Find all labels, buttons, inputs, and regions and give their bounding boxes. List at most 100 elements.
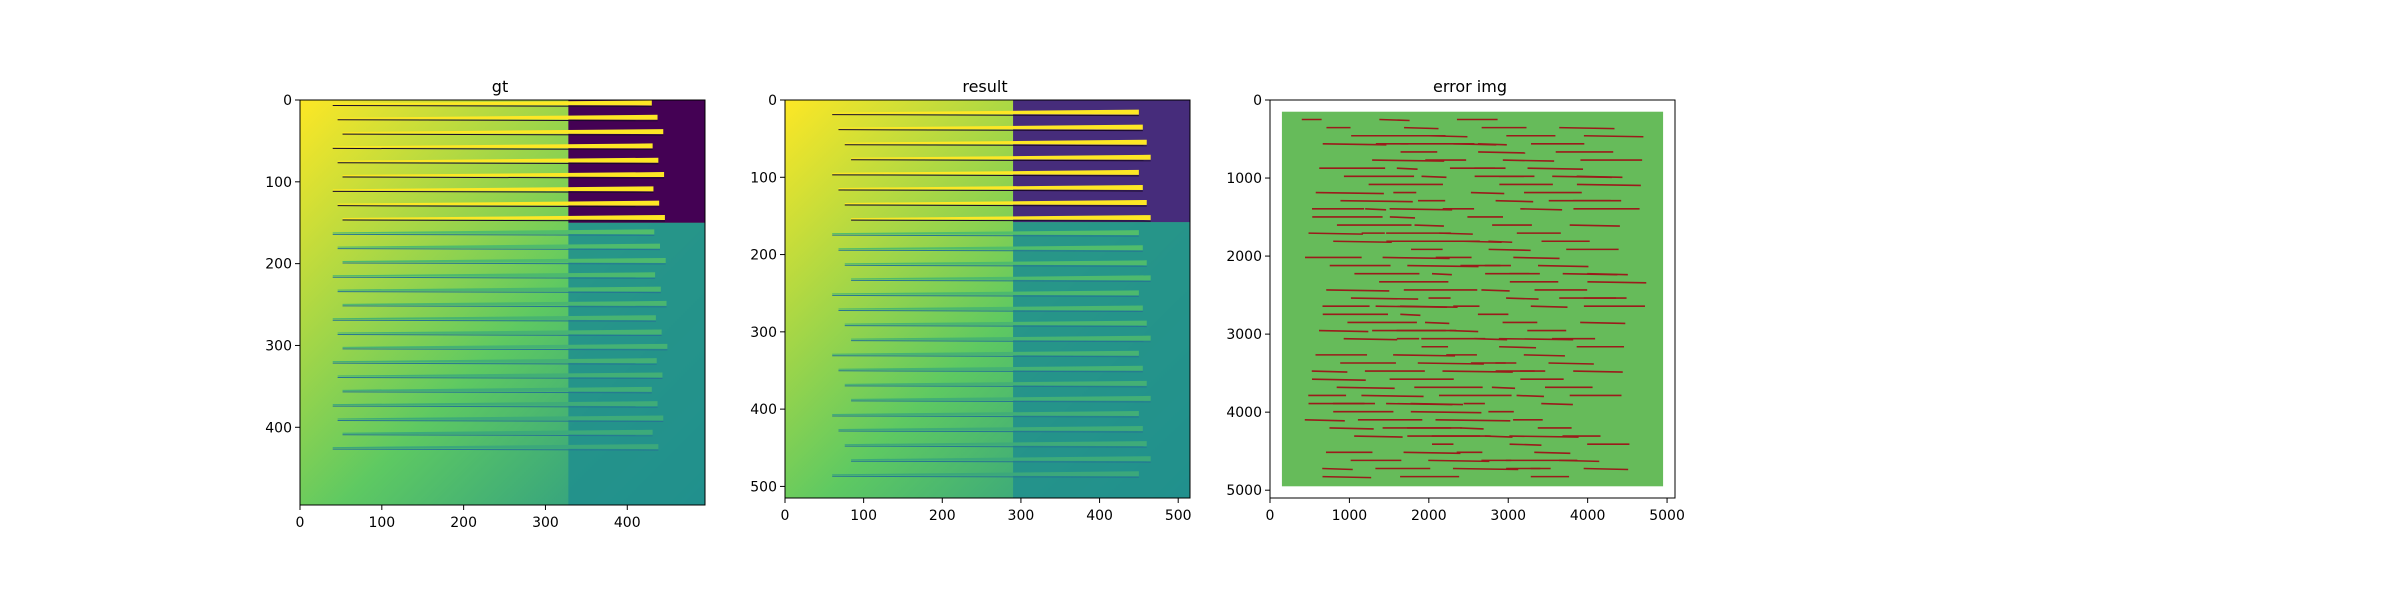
stripe-shadow — [851, 279, 1151, 282]
y-tick-label: 5000 — [1226, 483, 1262, 499]
y-axis: 0 100 200 300 400 500 — [750, 93, 785, 495]
panel-error-img: error img 0 1000 2000 3000 4000 5000 0 1000 200… — [1226, 77, 1685, 524]
error-segment — [1322, 467, 1353, 471]
stripe — [851, 154, 1151, 160]
error-segment — [1527, 167, 1584, 171]
stripe — [332, 358, 657, 364]
background-region — [1013, 222, 1190, 498]
stripe — [342, 215, 665, 220]
stripe — [332, 100, 652, 106]
panel-gt: gt 0 100 200 300 400 0 100 200 300 400 — [265, 77, 706, 531]
stripe — [337, 114, 658, 120]
error-segment — [1315, 191, 1384, 195]
stripe-shadow — [342, 176, 665, 179]
y-tick-label: 500 — [750, 479, 777, 495]
error-segment — [1336, 386, 1395, 390]
stripe-shadow — [332, 190, 654, 193]
y-tick-label: 3000 — [1226, 327, 1262, 343]
error-segment — [1587, 272, 1628, 276]
error-segment — [1559, 126, 1615, 130]
stripe-shadow — [844, 264, 1147, 267]
stripe-shadow — [844, 445, 1147, 448]
error-segment — [1407, 264, 1479, 268]
panel-title: gt — [492, 77, 508, 96]
error-segment — [1506, 297, 1539, 300]
stripe-shadow — [838, 310, 1143, 313]
y-tick-label: 100 — [750, 170, 777, 186]
error-segment — [1488, 240, 1513, 244]
error-segment — [1311, 378, 1366, 382]
stripe-shadow — [342, 348, 668, 351]
error-segment — [1460, 427, 1484, 430]
stripe — [832, 410, 1139, 416]
x-axis: 0 100 200 300 400 — [296, 505, 641, 531]
stripe-shadow — [832, 355, 1139, 358]
axes-frame — [1269, 99, 1676, 499]
x-tick-label: 300 — [532, 515, 559, 531]
y-tick-label: 0 — [768, 93, 777, 109]
stripe — [844, 380, 1147, 386]
stripe — [332, 444, 659, 450]
stripe-shadow — [342, 133, 664, 136]
y-tick-label: 400 — [750, 402, 777, 418]
x-tick-label: 200 — [450, 515, 477, 531]
y-tick-label: 4000 — [1226, 405, 1262, 421]
stripe — [844, 441, 1147, 447]
error-segment — [1372, 159, 1445, 162]
error-segment — [1442, 370, 1513, 373]
error-segment — [1513, 256, 1560, 260]
error-segment — [1548, 362, 1594, 365]
y-tick-label: 1000 — [1226, 171, 1262, 187]
stripe — [844, 260, 1147, 266]
error-segment — [1410, 402, 1463, 406]
error-segment — [1488, 248, 1531, 252]
stripe — [832, 350, 1139, 356]
error-segment — [1343, 337, 1398, 341]
stripe — [851, 215, 1151, 221]
stripe-shadow — [838, 189, 1143, 192]
error-segment — [1389, 207, 1453, 211]
error-segment — [1541, 402, 1573, 406]
error-segment — [1435, 419, 1511, 422]
stripe — [844, 200, 1147, 206]
x-tick-label: 0 — [781, 508, 790, 524]
error-segment — [1428, 459, 1490, 463]
image-area — [300, 100, 705, 505]
x-tick-label: 4000 — [1570, 508, 1606, 524]
stripe-shadow — [342, 305, 667, 308]
stripe-shadow — [838, 129, 1143, 132]
error-segment — [1523, 354, 1565, 357]
error-segment — [1354, 435, 1403, 438]
error-segment — [1452, 467, 1519, 471]
stripe-shadow — [838, 249, 1143, 252]
error-segment — [1498, 337, 1574, 341]
x-tick-label: 1000 — [1332, 508, 1368, 524]
error-segment — [1329, 427, 1374, 430]
error-segment — [1400, 305, 1458, 308]
stripe-shadow — [838, 370, 1143, 373]
error-segment — [1573, 370, 1623, 373]
error-segment — [1400, 313, 1421, 317]
stripe — [832, 230, 1139, 236]
panel-title: result — [962, 77, 1007, 96]
error-segment — [1580, 321, 1626, 325]
error-segment — [1491, 386, 1516, 390]
error-segment — [1340, 199, 1413, 203]
stripe — [832, 109, 1139, 115]
x-tick-label: 5000 — [1649, 508, 1685, 524]
error-segment — [1389, 216, 1416, 219]
stripe-shadow — [832, 174, 1139, 177]
error-segment — [1587, 281, 1647, 284]
stripe — [342, 129, 664, 135]
stripe-shadow — [832, 114, 1139, 117]
error-segment — [1410, 410, 1482, 414]
stripe-shadow — [332, 319, 656, 322]
error-segment — [1365, 207, 1387, 211]
error-segment — [1414, 224, 1444, 227]
stripe-shadow — [337, 377, 663, 379]
x-tick-label: 300 — [1008, 508, 1035, 524]
error-segment — [1583, 467, 1629, 471]
error-segment — [1502, 159, 1555, 162]
stripe — [337, 157, 659, 163]
